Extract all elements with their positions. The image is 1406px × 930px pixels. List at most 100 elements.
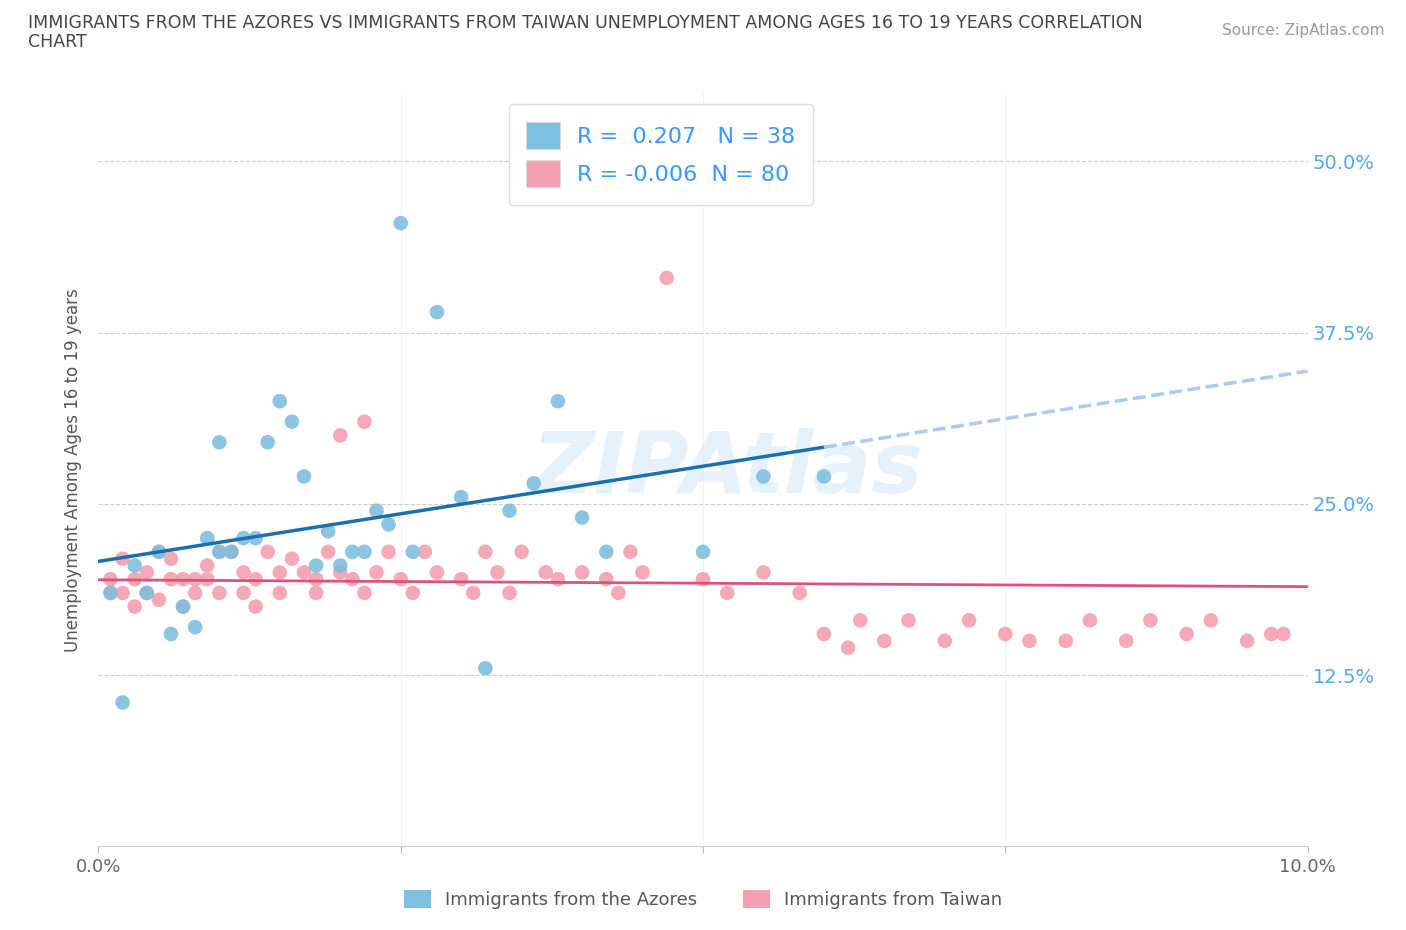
Point <box>221 544 243 559</box>
Point <box>256 544 278 559</box>
Point <box>486 565 509 579</box>
Point <box>523 476 546 491</box>
Point <box>498 586 520 601</box>
Point <box>692 572 714 587</box>
Point <box>510 544 533 559</box>
Point <box>232 531 254 546</box>
Point <box>184 572 207 587</box>
Point <box>232 586 254 601</box>
Point <box>1054 633 1077 648</box>
Point <box>305 586 328 601</box>
Point <box>873 633 896 648</box>
Point <box>377 517 399 532</box>
Point <box>245 599 267 614</box>
Text: IMMIGRANTS FROM THE AZORES VS IMMIGRANTS FROM TAIWAN UNEMPLOYMENT AMONG AGES 16 : IMMIGRANTS FROM THE AZORES VS IMMIGRANTS… <box>28 14 1143 32</box>
Point <box>353 544 375 559</box>
Point <box>281 414 304 429</box>
Point <box>1078 613 1101 628</box>
Text: CHART: CHART <box>28 33 87 50</box>
Point <box>305 572 328 587</box>
Point <box>1260 627 1282 642</box>
Point <box>208 586 231 601</box>
Text: Source: ZipAtlas.com: Source: ZipAtlas.com <box>1222 23 1385 38</box>
Point <box>256 435 278 450</box>
Point <box>534 565 557 579</box>
Point <box>789 586 811 601</box>
Point <box>692 544 714 559</box>
Point <box>172 599 194 614</box>
Point <box>208 544 231 559</box>
Point <box>124 572 146 587</box>
Point <box>353 414 375 429</box>
Point <box>100 586 122 601</box>
Point <box>631 565 654 579</box>
Point <box>595 544 617 559</box>
Point <box>111 586 134 601</box>
Point <box>571 511 593 525</box>
Point <box>366 565 388 579</box>
Point <box>160 627 183 642</box>
Point <box>184 586 207 601</box>
Legend: R =  0.207   N = 38, R = -0.006  N = 80: R = 0.207 N = 38, R = -0.006 N = 80 <box>509 104 813 205</box>
Point <box>934 633 956 648</box>
Point <box>281 551 304 566</box>
Point <box>595 572 617 587</box>
Point <box>221 544 243 559</box>
Point <box>571 565 593 579</box>
Legend: Immigrants from the Azores, Immigrants from Taiwan: Immigrants from the Azores, Immigrants f… <box>396 883 1010 916</box>
Point <box>100 586 122 601</box>
Point <box>329 428 352 443</box>
Point <box>426 305 449 320</box>
Point <box>413 544 436 559</box>
Point <box>752 469 775 484</box>
Point <box>450 572 472 587</box>
Point <box>195 572 218 587</box>
Point <box>498 503 520 518</box>
Point <box>111 695 134 710</box>
Point <box>1115 633 1137 648</box>
Point <box>135 586 157 601</box>
Point <box>619 544 641 559</box>
Point <box>389 216 412 231</box>
Point <box>752 565 775 579</box>
Point <box>353 586 375 601</box>
Point <box>269 586 291 601</box>
Point <box>135 586 157 601</box>
Point <box>305 558 328 573</box>
Point <box>172 599 194 614</box>
Point <box>245 572 267 587</box>
Point <box>366 503 388 518</box>
Point <box>547 572 569 587</box>
Point <box>111 551 134 566</box>
Point <box>342 572 364 587</box>
Point <box>100 572 122 587</box>
Point <box>316 544 339 559</box>
Point <box>813 469 835 484</box>
Point <box>148 544 170 559</box>
Point <box>124 599 146 614</box>
Point <box>849 613 872 628</box>
Point <box>148 592 170 607</box>
Point <box>463 586 485 601</box>
Point <box>1175 627 1198 642</box>
Point <box>474 661 496 676</box>
Point <box>1139 613 1161 628</box>
Point <box>1018 633 1040 648</box>
Point <box>1199 613 1222 628</box>
Point <box>426 565 449 579</box>
Point <box>124 558 146 573</box>
Point <box>837 640 859 655</box>
Point <box>716 586 738 601</box>
Point <box>897 613 920 628</box>
Point <box>342 544 364 559</box>
Point <box>148 544 170 559</box>
Point <box>389 572 412 587</box>
Point <box>172 572 194 587</box>
Point <box>1236 633 1258 648</box>
Point <box>547 393 569 408</box>
Y-axis label: Unemployment Among Ages 16 to 19 years: Unemployment Among Ages 16 to 19 years <box>65 287 83 652</box>
Point <box>316 524 339 538</box>
Point <box>994 627 1017 642</box>
Point <box>1272 627 1295 642</box>
Point <box>450 489 472 504</box>
